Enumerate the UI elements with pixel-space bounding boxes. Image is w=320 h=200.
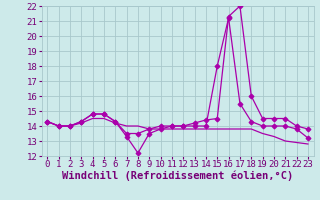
X-axis label: Windchill (Refroidissement éolien,°C): Windchill (Refroidissement éolien,°C) (62, 171, 293, 181)
